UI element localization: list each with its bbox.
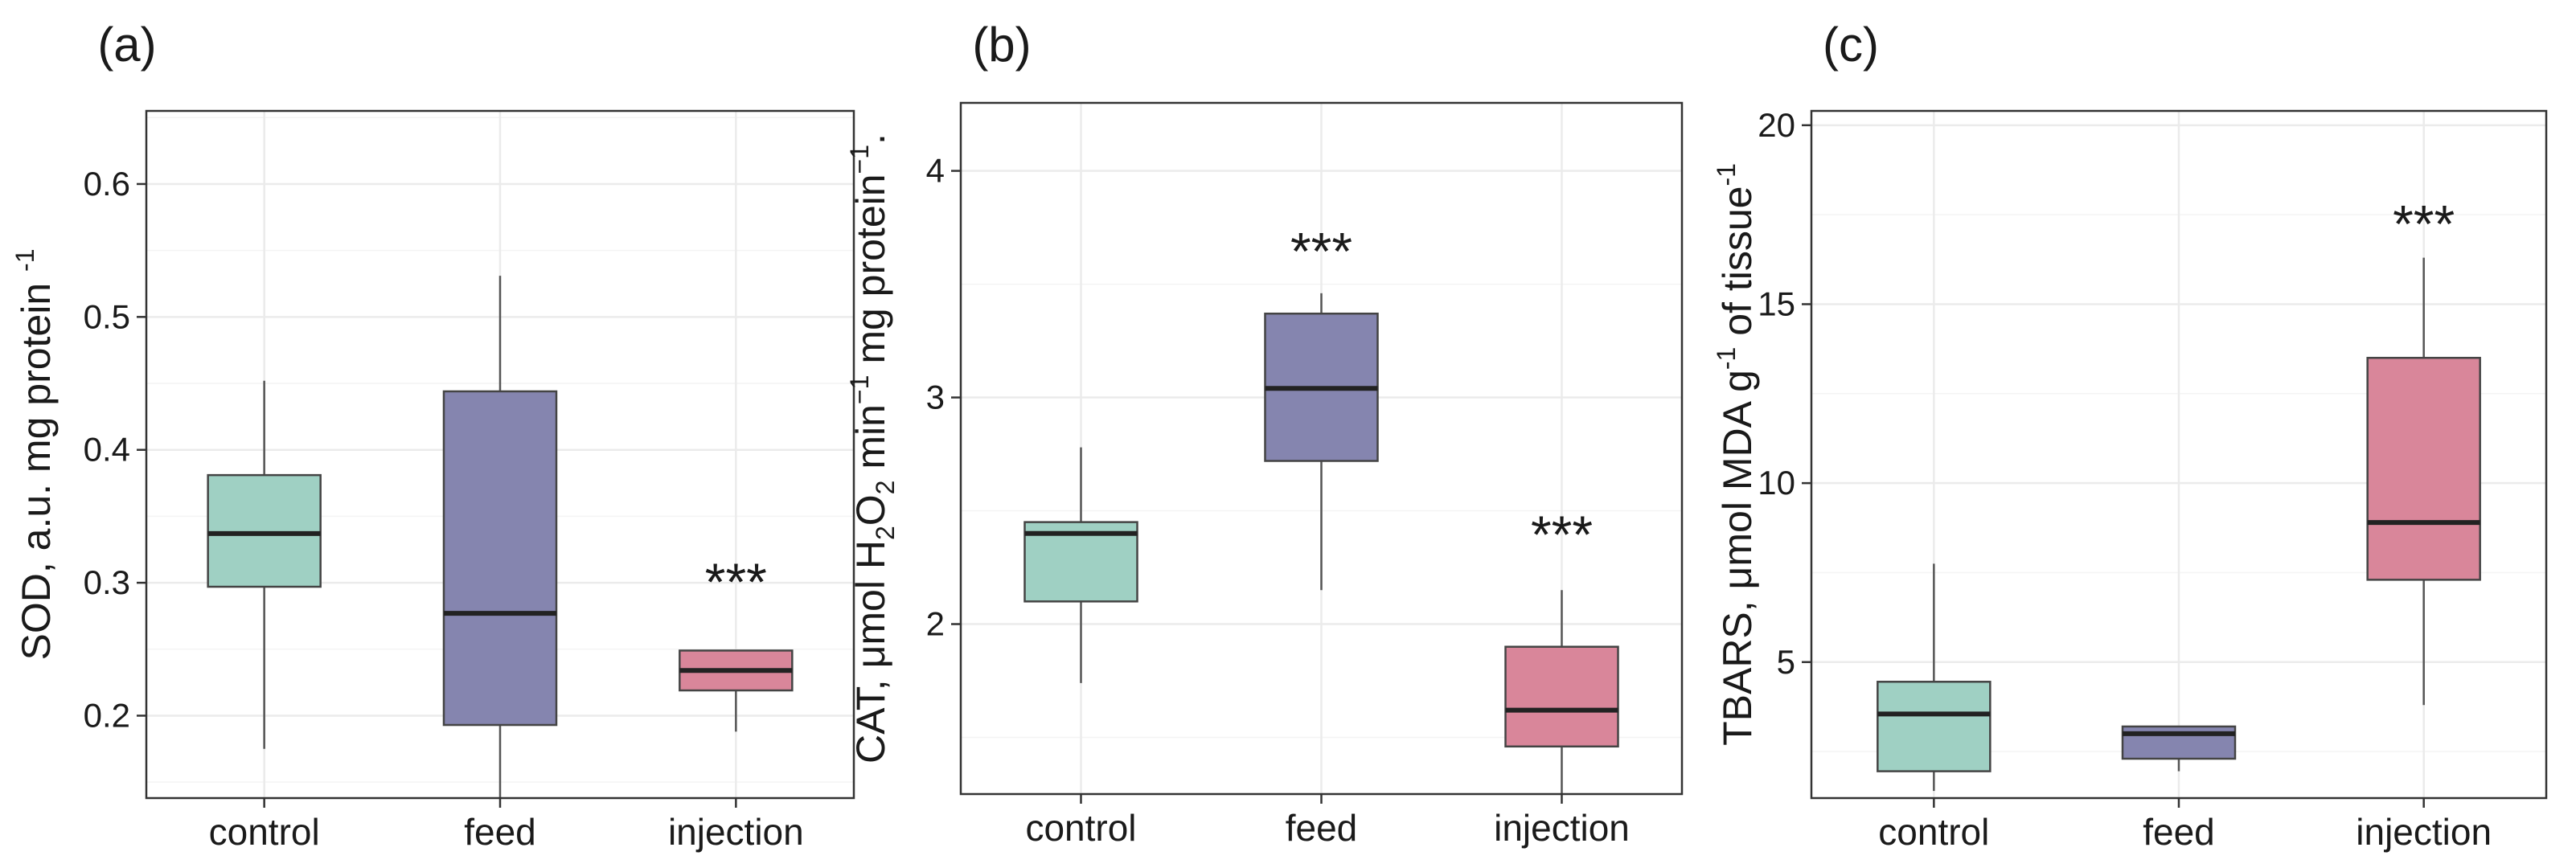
y-tick-label: 5 <box>1777 643 1795 681</box>
y-axis-title-main: SOD, a.u. mg protein <box>14 272 59 661</box>
box-control <box>1877 563 1991 792</box>
y-tick-label: 15 <box>1758 285 1795 322</box>
y-tick-label: 0.6 <box>84 165 130 203</box>
y-axis-title-part: TBARS, μmol MDA g <box>1715 370 1760 746</box>
panel-1: 0.2 0.3 0.4 0.5 0.6 control feed injection *** (a… <box>10 18 855 853</box>
y-tick-label: 4 <box>926 152 945 190</box>
x-category-label: injection <box>2356 811 2492 853</box>
x-category-label: control <box>209 811 320 853</box>
x-category-label: feed <box>464 811 536 853</box>
box-injection <box>2366 257 2481 706</box>
y-axis-title-part: CAT, μmol H <box>848 540 893 764</box>
y-tick-label: 0.4 <box>84 431 130 469</box>
panel-2: 2 3 4 control feed injection *** *** (b) CAT, μmo… <box>845 18 1684 849</box>
panel-3: 5 10 15 20 control feed injection *** (c) TBARS, … <box>1712 18 2548 853</box>
box-feed <box>2121 725 2237 772</box>
box-control <box>1023 447 1138 683</box>
y-tick-label: 20 <box>1758 106 1795 144</box>
x-category-label: injection <box>668 811 804 853</box>
box-injection <box>679 649 794 732</box>
iqr-box <box>2366 357 2481 581</box>
plot-frame <box>145 109 855 800</box>
iqr-box <box>1504 645 1619 748</box>
x-category-label: feed <box>2143 811 2215 853</box>
plot-frame <box>959 101 1684 796</box>
panel-label: (b) <box>972 18 1031 72</box>
iqr-box <box>1877 681 1991 772</box>
iqr-box <box>442 390 558 727</box>
y-tick-label: 3 <box>926 379 945 416</box>
y-tick-label: 0.3 <box>84 563 130 601</box>
y-axis-title-part: 2 <box>871 481 900 495</box>
box-feed <box>442 276 558 798</box>
y-axis-title-part: -1 <box>1712 347 1741 370</box>
y-axis-title: SOD, a.u. mg protein -1 <box>10 249 59 661</box>
box-control <box>207 380 322 749</box>
box-feed <box>1264 293 1379 591</box>
y-axis-title-part: −1 <box>845 145 874 174</box>
box-injection <box>1504 590 1619 794</box>
y-tick-label: 0.2 <box>84 696 130 734</box>
y-axis-title-part: O <box>848 494 893 526</box>
x-category-label: control <box>1025 807 1136 849</box>
y-axis-title-part: min <box>848 404 893 480</box>
y-axis-title-part: mg protein <box>848 174 893 375</box>
y-tick-label: 0.5 <box>84 297 130 335</box>
y-axis-title-part: 2 <box>871 526 900 540</box>
plot-frame <box>1810 109 2548 800</box>
y-axis-title-part: of tissue <box>1715 186 1760 347</box>
y-axis-title: TBARS, μmol MDA g-1 of tissue-1 <box>1712 163 1760 746</box>
significance-annotation: *** <box>705 552 767 612</box>
y-axis-title-part: −1 <box>845 375 874 404</box>
iqr-box <box>207 473 322 588</box>
x-category-label: control <box>1878 811 1989 853</box>
panel-label: (c) <box>1823 18 1879 72</box>
x-category-label: injection <box>1494 807 1630 849</box>
y-axis-title: CAT, μmol H2O2 min−1 mg protein−1. <box>845 133 900 764</box>
y-tick-label: 10 <box>1758 464 1795 502</box>
y-axis-title-superscript: -1 <box>10 249 39 272</box>
significance-annotation: *** <box>1290 222 1352 281</box>
significance-annotation: *** <box>1531 505 1593 564</box>
panel-label: (a) <box>97 18 156 72</box>
x-category-label: feed <box>1286 807 1358 849</box>
y-axis-title-part: -1 <box>1712 163 1741 186</box>
significance-annotation: *** <box>2393 194 2455 254</box>
y-tick-label: 2 <box>926 605 945 643</box>
y-axis-title-part: . <box>848 133 893 145</box>
